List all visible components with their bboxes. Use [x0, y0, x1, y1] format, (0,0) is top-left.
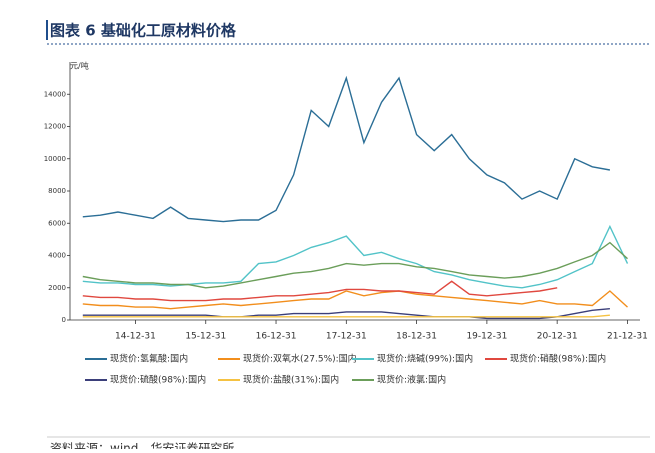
y-tick-label: 14000 — [44, 90, 66, 98]
title: 图表 6 基础化工原材料价格 — [50, 22, 237, 40]
x-tick-label: 16-12-31 — [256, 332, 297, 342]
legend-label: 现货价:液氯:国内 — [377, 374, 446, 386]
legend-label: 现货价:硝酸(98%):国内 — [510, 353, 606, 365]
x-tick-label: 15-12-31 — [185, 332, 226, 342]
x-tick-label: 17-12-31 — [326, 332, 367, 342]
source: 资料来源：wind，华安证券研究所 — [50, 441, 234, 450]
series-line — [82, 308, 610, 320]
legend-label: 现货价:氢氟酸:国内 — [110, 353, 188, 365]
y-tick-label: 4000 — [48, 252, 66, 260]
series-line — [82, 75, 611, 223]
series-line — [82, 224, 629, 289]
series-line — [82, 314, 610, 318]
x-tick-label: 21-12-31 — [607, 332, 648, 342]
y-tick-label: 10000 — [44, 155, 66, 163]
y-axis-label: 元/吨 — [70, 61, 89, 71]
legend-label: 现货价:盐酸(31%):国内 — [243, 374, 339, 386]
series-line — [82, 280, 558, 302]
x-tick-label: 19-12-31 — [466, 332, 507, 342]
y-tick-label: 6000 — [48, 219, 66, 227]
x-tick-label: 14-12-31 — [115, 332, 156, 342]
x-tick-label: 20-12-31 — [537, 332, 578, 342]
legend-label: 现货价:硫酸(98%):国内 — [110, 374, 206, 386]
y-tick-label: 0 — [62, 316, 66, 324]
series-line — [82, 241, 628, 289]
legend-label: 现货价:烧碱(99%):国内 — [377, 353, 473, 365]
x-tick-label: 18-12-31 — [396, 332, 437, 342]
y-tick-label: 12000 — [44, 123, 66, 131]
y-tick-label: 2000 — [48, 284, 66, 292]
y-tick-label: 8000 — [48, 187, 66, 195]
legend-label: 现货价:双氧水(27.5%):国内 — [243, 353, 357, 365]
series-line — [82, 290, 628, 310]
